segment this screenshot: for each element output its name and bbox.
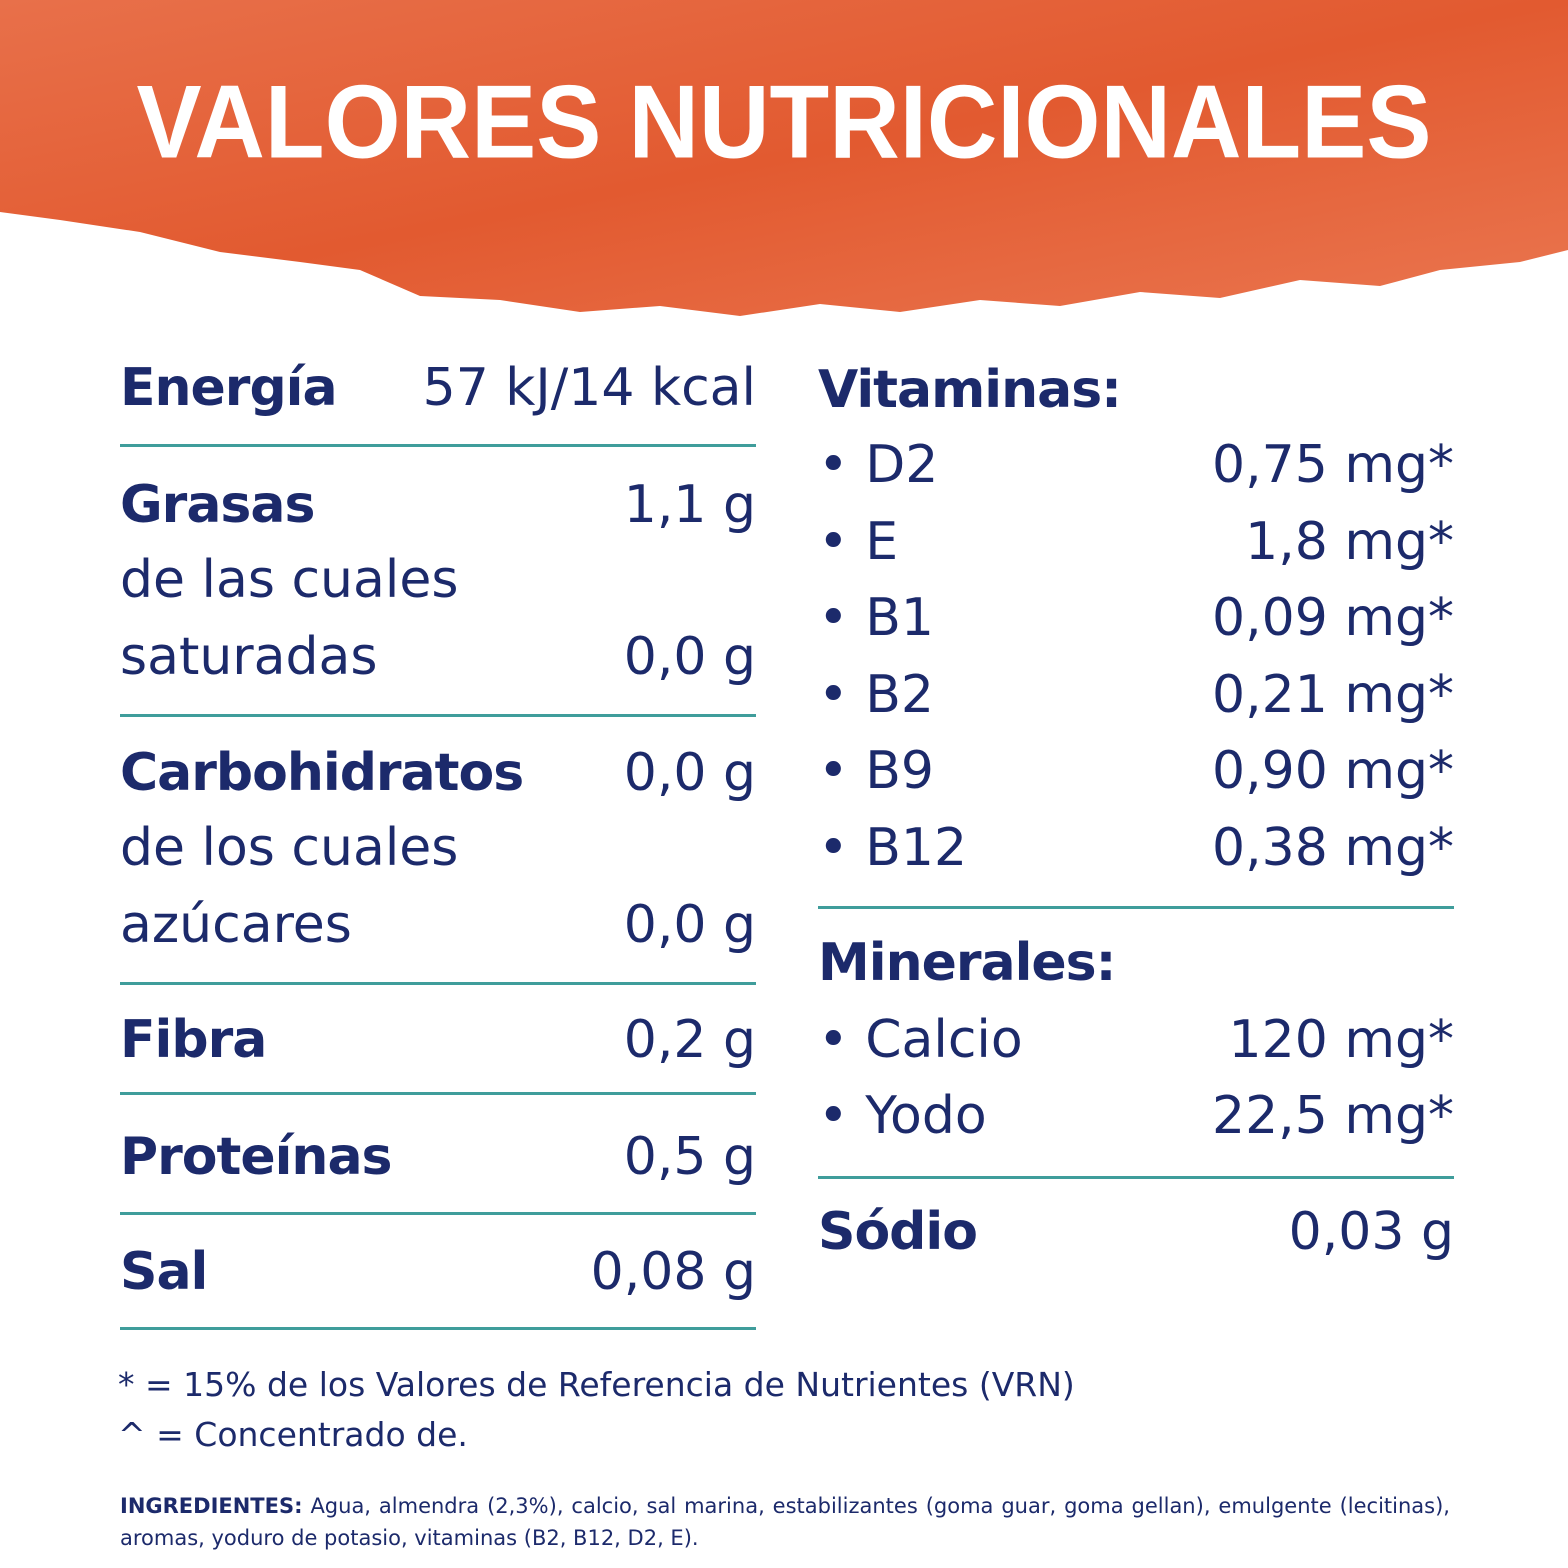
value: 0,38 mg* bbox=[1212, 818, 1454, 878]
divider bbox=[818, 1176, 1454, 1179]
divider bbox=[818, 906, 1454, 909]
label: Proteínas bbox=[120, 1127, 392, 1187]
label: B9 bbox=[818, 733, 934, 809]
row: Yodo 22,5 mg* bbox=[818, 1078, 1454, 1154]
row: Grasas 1,1 g bbox=[120, 467, 756, 543]
value: 0,0 g bbox=[623, 627, 756, 687]
divider bbox=[120, 714, 756, 717]
row: B9 0,90 mg* bbox=[818, 733, 1454, 809]
divider bbox=[120, 1092, 756, 1095]
footnote: * = 15% de los Valores de Referencia de … bbox=[118, 1365, 1075, 1404]
label: azúcares bbox=[120, 895, 352, 955]
header-band: VALORES NUTRICIONALES bbox=[0, 0, 1568, 316]
row: de los cuales bbox=[120, 810, 756, 886]
label: Carbohidratos bbox=[120, 743, 524, 803]
value: 22,5 mg* bbox=[1212, 1086, 1454, 1146]
footnote: ^ = Concentrado de. bbox=[118, 1415, 468, 1454]
divider bbox=[120, 1212, 756, 1215]
row: B2 0,21 mg* bbox=[818, 657, 1454, 733]
value: 0,03 g bbox=[1288, 1202, 1454, 1262]
label: Sal bbox=[120, 1242, 208, 1302]
row: Vitaminas: bbox=[818, 352, 1454, 428]
value: 0,08 g bbox=[590, 1242, 756, 1302]
row: azúcares 0,0 g bbox=[120, 887, 756, 963]
label: saturadas bbox=[120, 627, 378, 687]
value: 120 mg* bbox=[1228, 1010, 1454, 1070]
value: 0,2 g bbox=[623, 1010, 756, 1070]
label: B1 bbox=[818, 580, 934, 656]
value: 0,09 mg* bbox=[1212, 588, 1454, 649]
row: Minerales: bbox=[818, 925, 1454, 1001]
ingredients-label: INGREDIENTES: bbox=[120, 1494, 303, 1518]
row: Calcio 120 mg* bbox=[818, 1002, 1454, 1078]
label: B2 bbox=[818, 657, 934, 733]
label: Yodo bbox=[818, 1078, 987, 1154]
row: Sódio 0,03 g bbox=[818, 1194, 1454, 1270]
label: Fibra bbox=[120, 1010, 267, 1070]
divider bbox=[120, 982, 756, 985]
value: 0,75 mg* bbox=[1212, 435, 1454, 495]
ingredients-text: Agua, almendra (2,3%), calcio, sal marin… bbox=[120, 1494, 1450, 1550]
value: 0,21 mg* bbox=[1212, 664, 1454, 725]
brush-stroke bbox=[0, 0, 1568, 316]
row: B1 0,09 mg* bbox=[818, 580, 1454, 656]
row: D2 0,75 mg* bbox=[818, 427, 1454, 503]
value: 1,1 g bbox=[623, 475, 756, 535]
label: B12 bbox=[818, 810, 967, 886]
ingredients: INGREDIENTES: Agua, almendra (2,3%), cal… bbox=[120, 1490, 1450, 1554]
row: Sal 0,08 g bbox=[120, 1234, 756, 1310]
row: Carbohidratos 0,0 g bbox=[120, 735, 756, 811]
row: Fibra 0,2 g bbox=[120, 1002, 756, 1078]
value: 57 kJ/14 kcal bbox=[422, 358, 756, 418]
row: B12 0,38 mg* bbox=[818, 810, 1454, 886]
row: Proteínas 0,5 g bbox=[120, 1119, 756, 1195]
divider bbox=[120, 1327, 756, 1330]
row: de las cuales bbox=[120, 542, 756, 618]
title: VALORES NUTRICIONALES bbox=[137, 64, 1432, 180]
value: 0,0 g bbox=[623, 895, 756, 955]
label: Grasas bbox=[120, 475, 315, 535]
row: Energía 57 kJ/14 kcal bbox=[120, 350, 756, 426]
label: Minerales: bbox=[818, 933, 1116, 993]
label: D2 bbox=[818, 427, 938, 503]
value: 0,90 mg* bbox=[1212, 741, 1454, 802]
label: de las cuales bbox=[120, 550, 459, 610]
divider bbox=[120, 444, 756, 447]
value: 1,8 mg* bbox=[1245, 511, 1454, 572]
label: Sódio bbox=[818, 1202, 978, 1262]
value: 0,5 g bbox=[623, 1127, 756, 1187]
label: Energía bbox=[120, 358, 338, 418]
label: Vitaminas: bbox=[818, 360, 1122, 420]
label: E bbox=[818, 504, 898, 580]
row: E 1,8 mg* bbox=[818, 504, 1454, 580]
label: Calcio bbox=[818, 1002, 1022, 1078]
label: de los cuales bbox=[120, 818, 459, 878]
value: 0,0 g bbox=[623, 743, 756, 803]
row: saturadas 0,0 g bbox=[120, 619, 756, 695]
